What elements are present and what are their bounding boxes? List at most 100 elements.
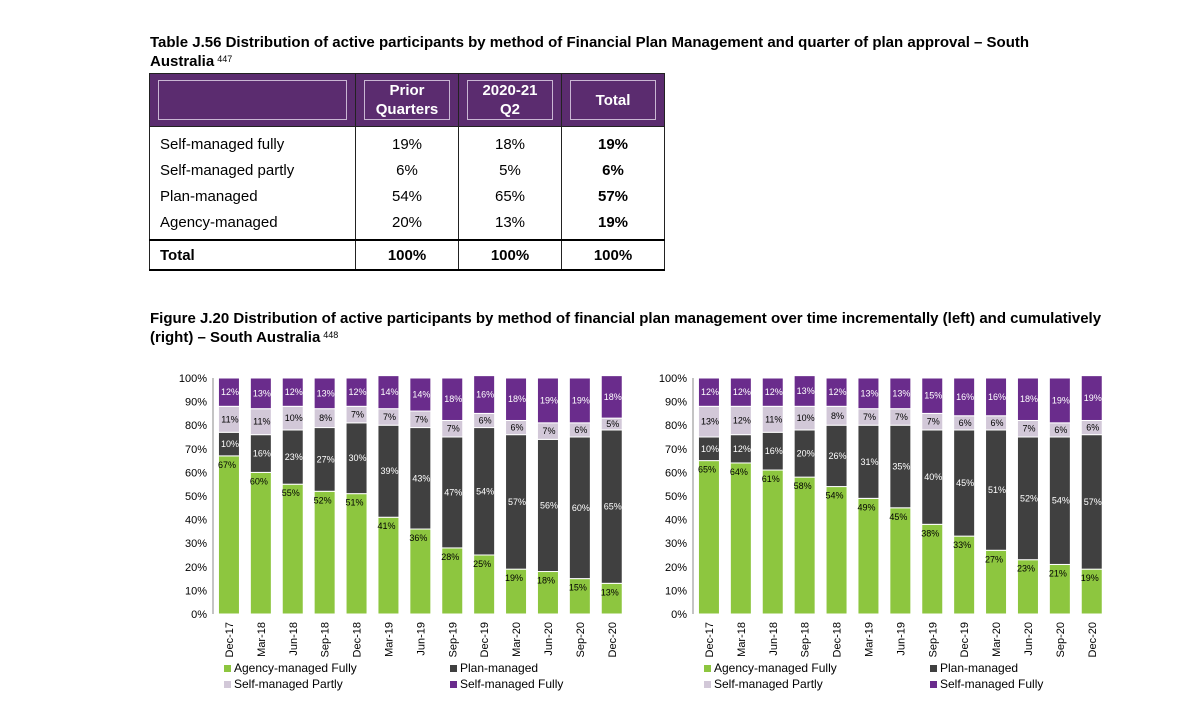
legend-label: Plan-managed bbox=[940, 661, 1018, 675]
bar-segment bbox=[249, 471, 272, 615]
y-tick-label: 0% bbox=[191, 609, 207, 621]
table-footnote: 447 bbox=[217, 54, 233, 64]
x-tick-label: Mar-20 bbox=[991, 622, 1003, 657]
y-tick-label: 30% bbox=[185, 538, 207, 550]
data-label: 58% bbox=[794, 481, 812, 491]
x-tick-label: Dec-17 bbox=[224, 622, 236, 657]
data-label: 10% bbox=[797, 413, 815, 423]
legend-label: Self-managed Partly bbox=[714, 677, 823, 691]
data-label: 49% bbox=[857, 502, 875, 512]
data-label: 18% bbox=[537, 576, 555, 586]
data-label: 13% bbox=[701, 417, 719, 427]
x-tick-label: Jun-19 bbox=[895, 622, 907, 656]
header-empty bbox=[149, 73, 356, 127]
legend-swatch bbox=[224, 665, 231, 672]
x-tick-label: Sep-20 bbox=[575, 622, 587, 657]
data-label: 12% bbox=[829, 387, 847, 397]
bar-segment bbox=[729, 377, 752, 407]
total-total: 100% bbox=[561, 239, 665, 271]
chart-cumulative: 0% 10% 20% 30% 40% 50% 60% 70% 80% 90% 100% 65% 10% 1… bbox=[659, 373, 1103, 691]
data-label: 13% bbox=[601, 587, 619, 597]
data-label: 10% bbox=[285, 413, 303, 423]
data-label: 35% bbox=[892, 462, 910, 472]
bar-segment bbox=[281, 377, 304, 407]
bar-segment bbox=[600, 375, 623, 419]
data-label: 30% bbox=[349, 453, 367, 463]
data-label: 65% bbox=[604, 502, 622, 512]
data-label: 39% bbox=[380, 466, 398, 476]
row-prior: 54% bbox=[355, 183, 459, 209]
data-label: 7% bbox=[895, 412, 908, 422]
data-label: 57% bbox=[1084, 497, 1102, 507]
figure-caption-text: Figure J.20 Distribution of active parti… bbox=[150, 310, 1102, 346]
y-tick-label: 10% bbox=[665, 585, 687, 597]
y-tick-label: 90% bbox=[185, 397, 207, 409]
header-prior-quarters: Prior Quarters bbox=[355, 73, 459, 127]
data-label: 13% bbox=[860, 388, 878, 398]
figure-caption: Figure J.20 Distribution of active parti… bbox=[150, 309, 1110, 347]
y-tick-label: 50% bbox=[665, 491, 687, 503]
legend-label: Agency-managed Fully bbox=[714, 661, 837, 675]
data-label: 26% bbox=[829, 451, 847, 461]
data-label: 23% bbox=[1017, 564, 1035, 574]
table-row: Plan-managed 54% 65% 57% bbox=[149, 183, 665, 209]
data-label: 36% bbox=[409, 533, 427, 543]
y-tick-label: 40% bbox=[665, 515, 687, 527]
y-tick-label: 80% bbox=[185, 420, 207, 432]
x-tick-label: Jun-19 bbox=[415, 622, 427, 656]
data-label: 65% bbox=[698, 465, 716, 475]
data-label: 33% bbox=[953, 540, 971, 550]
y-tick-label: 80% bbox=[665, 420, 687, 432]
row-q2: 18% bbox=[458, 126, 562, 157]
y-tick-label: 0% bbox=[671, 609, 687, 621]
x-tick-label: Jun-20 bbox=[543, 622, 555, 656]
data-label: 52% bbox=[314, 495, 332, 505]
data-label: 67% bbox=[218, 460, 236, 470]
row-total: 19% bbox=[561, 126, 665, 157]
header-q2-line2: Q2 bbox=[499, 101, 520, 118]
x-tick-label: Sep-18 bbox=[800, 622, 812, 657]
bar-segment bbox=[377, 516, 400, 615]
bar-segment bbox=[825, 486, 848, 615]
bar-segment bbox=[953, 377, 976, 417]
row-label: Agency-managed bbox=[149, 209, 356, 240]
legend-label: Agency-managed Fully bbox=[234, 661, 357, 675]
data-label: 20% bbox=[797, 449, 815, 459]
x-tick-label: Dec-18 bbox=[832, 622, 844, 657]
data-label: 10% bbox=[701, 444, 719, 454]
legend-swatch bbox=[450, 665, 457, 672]
distribution-table: Prior Quarters 2020-21 Q2 Total Self-manag… bbox=[149, 73, 665, 271]
bar-segment bbox=[568, 377, 591, 424]
header-total-line1: Total bbox=[595, 91, 631, 109]
row-total: 19% bbox=[561, 209, 665, 240]
bar-segment bbox=[857, 497, 880, 615]
x-tick-label: Dec-17 bbox=[704, 622, 716, 657]
bar-segment bbox=[505, 377, 528, 421]
row-prior: 20% bbox=[355, 209, 459, 240]
bar-segment bbox=[793, 375, 816, 407]
legend-swatch bbox=[704, 665, 711, 672]
data-label: 19% bbox=[1081, 573, 1099, 583]
bar-segment bbox=[377, 375, 400, 410]
legend-swatch bbox=[224, 681, 231, 688]
data-label: 12% bbox=[349, 387, 367, 397]
data-label: 16% bbox=[476, 390, 494, 400]
data-label: 7% bbox=[542, 426, 555, 436]
data-label: 28% bbox=[441, 552, 459, 562]
x-tick-label: Sep-20 bbox=[1055, 622, 1067, 657]
bar-segment bbox=[217, 455, 240, 615]
data-label: 5% bbox=[606, 419, 619, 429]
data-label: 41% bbox=[377, 521, 395, 531]
y-tick-label: 70% bbox=[185, 444, 207, 456]
bar-segment bbox=[345, 493, 368, 615]
data-label: 45% bbox=[956, 478, 974, 488]
y-tick-label: 100% bbox=[179, 373, 207, 385]
data-label: 7% bbox=[447, 424, 460, 434]
bar-segment bbox=[697, 460, 720, 615]
legend-label: Self-managed Partly bbox=[234, 677, 343, 691]
legend-swatch bbox=[930, 681, 937, 688]
data-label: 18% bbox=[1020, 394, 1038, 404]
y-tick-label: 60% bbox=[665, 467, 687, 479]
data-label: 13% bbox=[797, 386, 815, 396]
data-label: 64% bbox=[730, 467, 748, 477]
